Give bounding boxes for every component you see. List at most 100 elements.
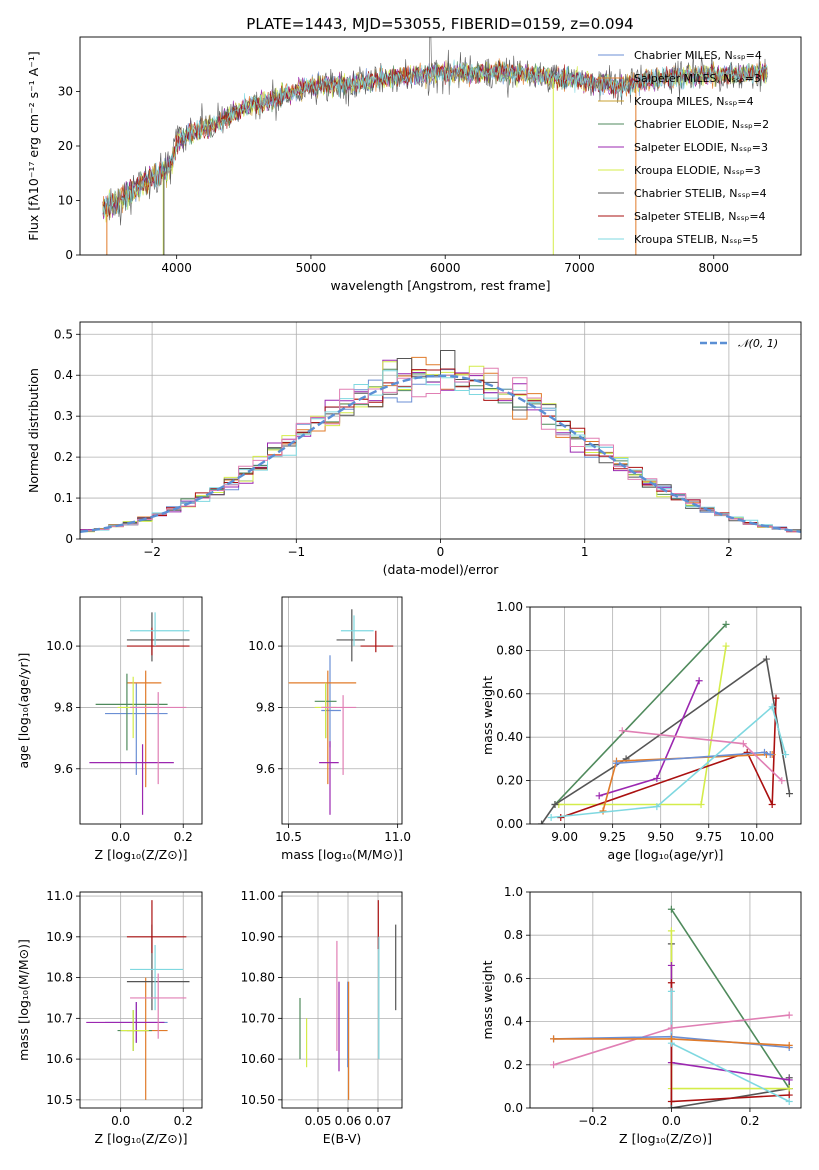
y-tick-label: 11.00 — [241, 889, 275, 903]
x-tick-label: 11.0 — [384, 830, 411, 844]
weight-marker — [667, 1104, 675, 1108]
errorbar-point — [105, 682, 168, 775]
legend-entry: Chabrier MILES, Nₛₛₚ=4 — [634, 49, 762, 62]
axes-mass-vs-Z: 0.0 0.2 10.5 10.6 10.7 10.8 10.9 11.0 Z [log₁₀(Z… — [16, 889, 203, 1146]
y-tick-label: 10.6 — [46, 1052, 73, 1066]
x-tick-label: 9.50 — [647, 830, 674, 844]
weight-marker — [667, 1024, 675, 1032]
y-axis-label: mass [log₁₀(M/M⊙)] — [16, 939, 31, 1061]
plot-area-weight-vs-Z — [530, 892, 801, 1108]
legend-entry: Salpeter MILES, Nₛₛₚ=3 — [634, 72, 761, 85]
x-tick-label: 0.0 — [111, 1114, 130, 1128]
weight-marker — [550, 1035, 558, 1043]
x-axis-label: E(B-V) — [323, 1131, 362, 1146]
x-axis-label: Z [log₁₀(Z/Z⊙)] — [95, 847, 188, 862]
x-axis-label: age [log₁₀(age/yr)] — [608, 847, 724, 862]
y-tick-label: 10.90 — [241, 930, 275, 944]
axes-age-vs-Z: 0.0 0.2 9.6 9.8 10.0 Z [log₁₀(Z/Z⊙)] age [log₁… — [16, 596, 203, 862]
normal-curve — [80, 374, 801, 533]
legend-entry: 𝒩(0, 1) — [738, 337, 778, 350]
x-tick-label: 0.06 — [335, 1114, 362, 1128]
errorbar-point — [130, 692, 187, 785]
errorbar-point — [336, 609, 365, 662]
x-tick-label: 0.2 — [740, 1114, 759, 1128]
y-tick-label: 0.1 — [54, 491, 73, 505]
x-axis-label: Z [log₁₀(Z/Z⊙)] — [619, 1131, 712, 1146]
errorbar-point — [340, 615, 374, 647]
weight-marker — [667, 961, 675, 969]
x-axis-label: (data-model)/error — [383, 562, 500, 577]
weight-marker — [697, 800, 705, 808]
y-tick-label: 0.80 — [496, 643, 523, 657]
weight-series — [616, 751, 771, 764]
x-tick-label: 10.5 — [275, 830, 302, 844]
y-tick-label: 20 — [58, 139, 73, 153]
spectrum-line — [102, 37, 768, 226]
y-tick-label: 1.0 — [504, 885, 523, 899]
weight-marker — [550, 1061, 558, 1069]
x-tick-label: 4000 — [161, 261, 192, 275]
y-axis-label: Normed distribution — [26, 368, 41, 493]
axes-weight-vs-Z: −0.2 0.0 0.2 0.0 0.2 0.4 0.6 0.8 1.0 Z [log₁₀(Z/Z… — [480, 885, 802, 1146]
y-tick-label: 0.0 — [504, 1101, 523, 1115]
legend-entry: Kroupa MILES, Nₛₛₚ=4 — [634, 95, 754, 108]
errorbar-point — [95, 673, 168, 751]
y-tick-label: 0.5 — [54, 327, 73, 341]
weight-marker — [653, 803, 661, 811]
weight-marker — [785, 1011, 793, 1019]
x-tick-label: 9.00 — [551, 830, 578, 844]
x-tick-label: 9.25 — [599, 830, 626, 844]
errorbar-point — [126, 900, 187, 954]
axes-mass-vs-ebv: 0.05 0.06 0.07 10.50 10.60 10.70 10.80 10.90 11.… — [241, 889, 403, 1146]
plot-area-residuals — [80, 322, 801, 539]
legend-entry: Kroupa ELODIE, Nₛₛₚ=3 — [634, 164, 761, 177]
weight-marker — [667, 987, 675, 995]
weight-marker — [768, 703, 776, 711]
weight-marker — [782, 751, 790, 759]
y-tick-label: 9.8 — [256, 700, 275, 714]
weight-marker — [595, 792, 603, 800]
y-axis-label: age [log₁₀(age/yr)] — [16, 653, 31, 769]
x-tick-label: 10.00 — [740, 830, 774, 844]
axes-weight-vs-age: 9.00 9.25 9.50 9.75 10.00 0.00 0.20 0.40 0.60 0.8… — [480, 600, 802, 862]
weight-marker — [667, 1098, 675, 1106]
weight-marker — [695, 677, 703, 685]
weight-marker — [618, 727, 626, 735]
y-tick-label: 0.2 — [54, 450, 73, 464]
x-tick-label: 0.2 — [174, 830, 193, 844]
errorbar-point — [319, 741, 339, 815]
x-tick-label: −0.2 — [578, 1114, 607, 1128]
errorbar-point — [130, 944, 184, 1011]
y-axis-label: mass weight — [480, 960, 495, 1039]
axes-frame — [79, 321, 802, 540]
y-tick-label: 0.60 — [496, 687, 523, 701]
legend-entry: Salpeter STELIB, Nₛₛₚ=4 — [634, 210, 766, 223]
legend-entry: Chabrier STELIB, Nₛₛₚ=4 — [634, 187, 767, 200]
weight-marker — [667, 927, 675, 935]
weight-series — [598, 680, 700, 797]
x-axis-label: Z [log₁₀(Z/Z⊙)] — [95, 1131, 188, 1146]
x-tick-label: 6000 — [430, 261, 461, 275]
weight-marker — [722, 620, 730, 628]
axes-frame — [281, 891, 403, 1109]
errorbar-point — [130, 612, 190, 647]
axes-frame — [529, 606, 802, 825]
histogram-series — [80, 367, 801, 539]
weight-marker — [599, 807, 607, 815]
x-tick-label: 7000 — [564, 261, 595, 275]
y-tick-label: 0.4 — [504, 1015, 523, 1029]
y-tick-label: 0.3 — [54, 409, 73, 423]
y-tick-label: 10.60 — [241, 1052, 275, 1066]
weight-marker — [760, 748, 768, 756]
x-axis-label: wavelength [Angstrom, rest frame] — [330, 278, 550, 293]
x-tick-label: 1 — [581, 545, 589, 559]
x-tick-label: −1 — [287, 545, 305, 559]
y-tick-label: 0.4 — [54, 368, 73, 382]
axes-spectrum: 4000 5000 6000 7000 8000 0 10 20 30 wavelength [A… — [26, 36, 802, 293]
x-tick-label: 0 — [437, 545, 445, 559]
weight-marker — [653, 774, 661, 782]
plot-area-mass-vs-Z — [80, 892, 202, 1108]
y-tick-label: 9.6 — [54, 762, 73, 776]
y-tick-label: 9.8 — [54, 700, 73, 714]
